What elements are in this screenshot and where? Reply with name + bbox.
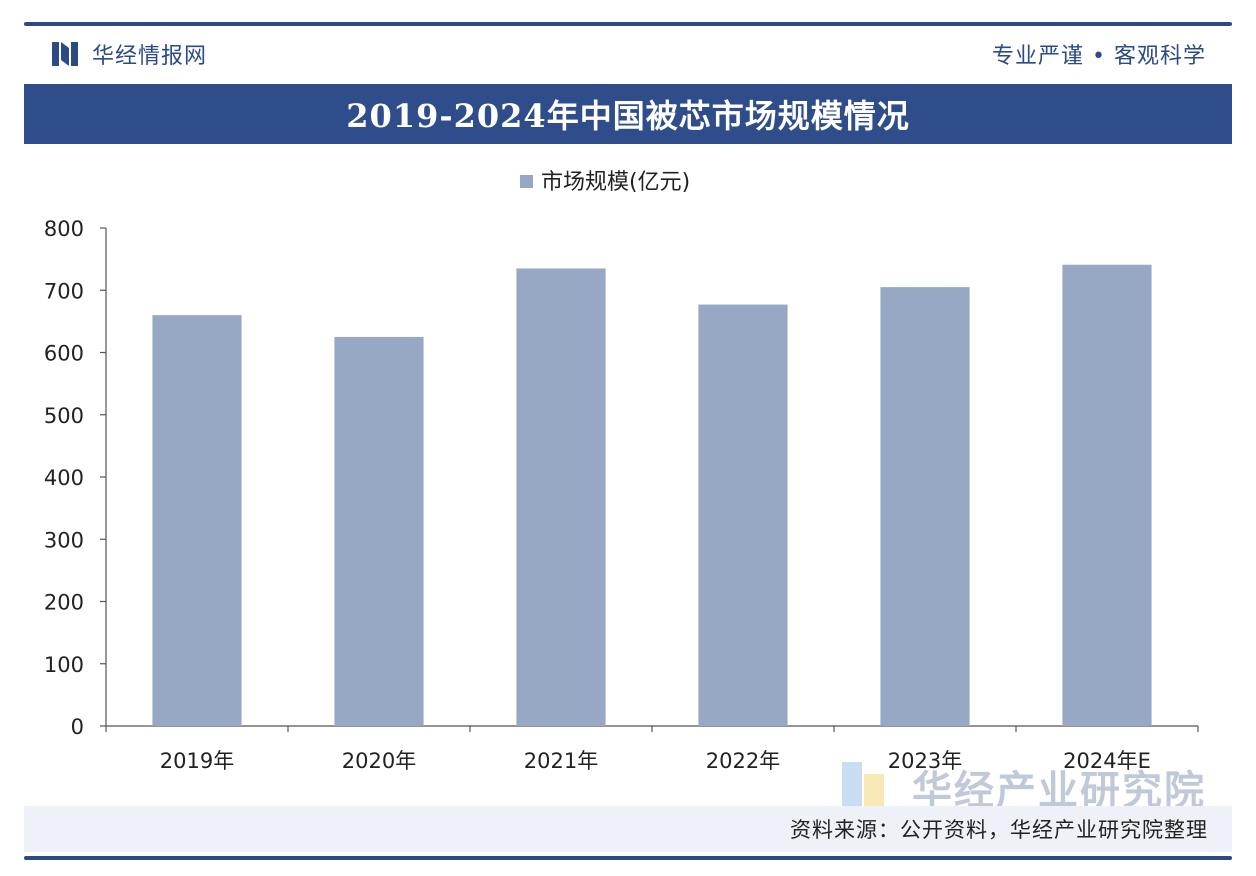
bar	[152, 315, 242, 726]
source-note: 资料来源：公开资料，华经产业研究院整理	[790, 818, 1208, 842]
bar	[698, 304, 788, 726]
slogan: 专业严谨 • 客观科学	[992, 44, 1206, 69]
legend: 市场规模(亿元)	[520, 170, 690, 195]
y-tick-label: 500	[44, 404, 84, 428]
y-tick-label: 200	[44, 591, 84, 615]
x-tick-label: 2021年	[524, 749, 598, 773]
top-rule	[24, 22, 1232, 26]
bar	[334, 336, 424, 726]
y-tick-label: 300	[44, 528, 84, 552]
source-bar: 资料来源：公开资料，华经产业研究院整理	[24, 806, 1232, 852]
y-tick-label: 400	[44, 466, 84, 490]
bar	[1062, 264, 1152, 726]
title-bar: 2019-2024年中国被芯市场规模情况	[24, 84, 1232, 144]
legend-label: 市场规模(亿元)	[541, 170, 690, 195]
chart-title: 2019-2024年中国被芯市场规模情况	[346, 97, 910, 135]
brand-name: 华经情报网	[92, 44, 208, 69]
bottom-rule	[24, 856, 1232, 860]
y-tick-label: 700	[44, 279, 84, 303]
y-tick-label: 800	[44, 217, 84, 241]
bar	[880, 287, 970, 726]
y-tick-label: 0	[71, 715, 84, 739]
x-tick-label: 2022年	[706, 749, 780, 773]
x-tick-label: 2023年	[888, 749, 962, 773]
y-tick-label: 100	[44, 653, 84, 677]
watermark-logo-icon	[842, 762, 884, 812]
x-tick-label: 2024年E	[1063, 749, 1151, 773]
x-tick-label: 2019年	[160, 749, 234, 773]
brand-logo-icon	[52, 42, 78, 66]
brand: 华经情报网	[50, 36, 207, 72]
y-tick-label: 600	[44, 342, 84, 366]
bar	[516, 268, 606, 726]
legend-swatch	[520, 175, 533, 188]
x-tick-label: 2020年	[342, 749, 416, 773]
